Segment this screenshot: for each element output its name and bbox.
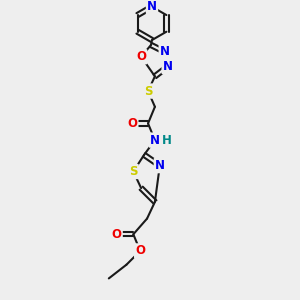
Text: O: O bbox=[135, 244, 145, 257]
Text: N: N bbox=[163, 60, 173, 73]
Text: N: N bbox=[160, 45, 170, 58]
Text: S: S bbox=[144, 85, 152, 98]
Text: N: N bbox=[150, 134, 160, 147]
Text: O: O bbox=[127, 117, 137, 130]
Text: N: N bbox=[155, 159, 165, 172]
Text: N: N bbox=[147, 0, 157, 13]
Text: O: O bbox=[112, 228, 122, 241]
Text: S: S bbox=[129, 165, 138, 178]
Text: H: H bbox=[162, 134, 172, 147]
Text: O: O bbox=[136, 50, 146, 63]
